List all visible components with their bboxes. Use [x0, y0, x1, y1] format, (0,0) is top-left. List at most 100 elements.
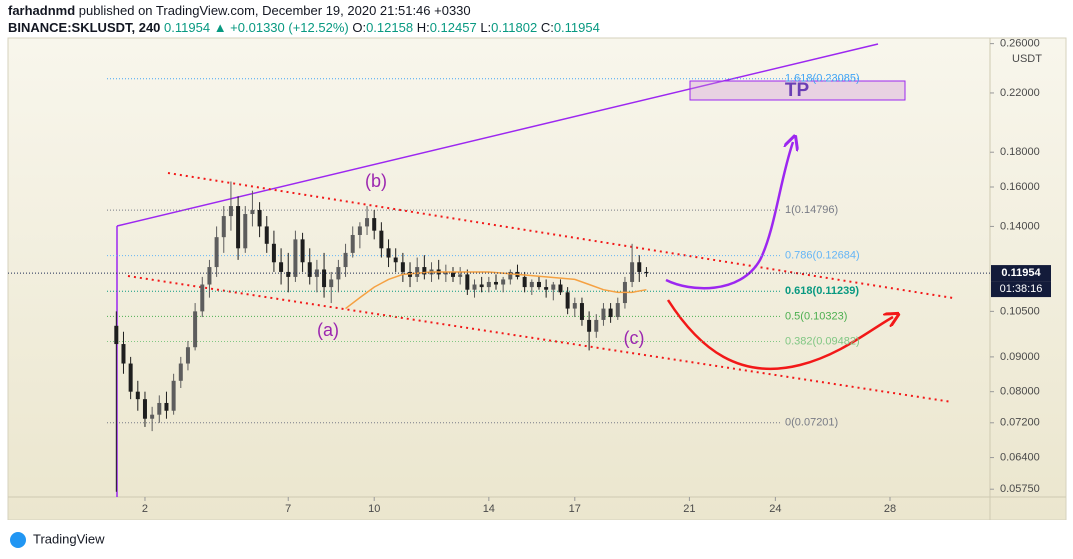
candle-body: [121, 344, 126, 364]
ohlc-key: L:: [480, 20, 491, 35]
candle-body: [465, 274, 470, 290]
candle-body: [357, 226, 362, 235]
candle-body: [644, 271, 649, 274]
candle-body: [400, 262, 405, 272]
candle-body: [322, 269, 327, 288]
candle-body: [214, 237, 219, 268]
candle-body: [422, 267, 427, 275]
candle-body: [142, 399, 147, 419]
candle-body: [451, 271, 456, 277]
candle-body: [243, 214, 248, 249]
candle-body: [314, 269, 319, 277]
trendline-lower: [127, 275, 953, 403]
candle-body: [293, 239, 298, 277]
candle-body: [565, 292, 570, 309]
candle-body: [637, 262, 642, 272]
y-tick-label: 0.26000: [1000, 38, 1040, 50]
author: farhadnmd: [8, 3, 75, 18]
candle-body: [114, 325, 119, 345]
tp-label: TP: [785, 80, 810, 101]
y-tick-label: 0.06400: [1000, 451, 1040, 463]
x-tick-label: 7: [285, 503, 291, 515]
candle-body: [372, 218, 377, 231]
header-line-2: BINANCE:SKLUSDT, 240 0.11954 ▲ +0.01330 …: [8, 20, 600, 35]
candle-body: [150, 414, 155, 419]
price: 0.11954: [164, 20, 210, 35]
candle-body: [594, 319, 599, 332]
candle-body: [178, 363, 183, 381]
currency: USDT: [1012, 53, 1042, 65]
candle-body: [329, 279, 334, 288]
change: ▲ +0.01330 (+12.52%): [214, 20, 349, 35]
candle-body: [365, 218, 370, 227]
candle-body: [493, 281, 498, 285]
candle-body: [286, 271, 291, 277]
candle-body: [393, 257, 398, 263]
candle-body: [551, 284, 556, 290]
candle-body: [207, 267, 212, 285]
candle-body: [443, 271, 448, 275]
candle-body: [200, 284, 205, 312]
fib-label: 1.618(0.23085): [785, 73, 860, 85]
candle-body: [307, 262, 312, 277]
fib-label: 0(0.07201): [785, 417, 838, 429]
y-tick-label: 0.09000: [1000, 351, 1040, 363]
candle-body: [343, 252, 348, 268]
x-tick-label: 24: [769, 503, 781, 515]
ohlc-value: 0.12457: [430, 20, 477, 35]
footer-brand: TradingView: [33, 531, 105, 546]
ohlc-value: 0.12158: [366, 20, 413, 35]
trendline-upper: [167, 172, 954, 299]
x-tick-label: 17: [569, 503, 581, 515]
wave-b: (b): [365, 171, 387, 191]
candle-body: [300, 239, 305, 263]
candle-body: [458, 274, 463, 277]
candle-body: [572, 303, 577, 309]
candle-body: [386, 248, 391, 258]
wave-a: (a): [317, 320, 339, 340]
candle-body: [279, 262, 284, 272]
candle-body: [135, 391, 140, 400]
y-tick-label: 0.08000: [1000, 386, 1040, 398]
candle-body: [221, 216, 226, 238]
ohlc-value: 0.11954: [554, 20, 600, 35]
logo-icon: [10, 532, 26, 548]
symbol: BINANCE:SKLUSDT, 240: [8, 20, 160, 35]
candle-body: [128, 363, 133, 392]
candle-body: [579, 303, 584, 320]
candle-body: [228, 206, 233, 217]
candle-body: [587, 319, 592, 332]
bullish-arrow: [665, 142, 793, 290]
ohlc-key: C:: [541, 20, 554, 35]
ohlc-key: O:: [352, 20, 366, 35]
candle-body: [193, 311, 198, 348]
x-tick-label: 14: [483, 503, 495, 515]
fib-label: 1(0.14796): [785, 204, 838, 216]
candle-body: [185, 347, 190, 364]
candle-body: [350, 234, 355, 253]
candle-body: [164, 402, 169, 411]
chart-background: [7, 37, 1067, 521]
candle-body: [264, 226, 269, 244]
footer: [0, 520, 1073, 559]
y-tick-label: 0.07200: [1000, 417, 1040, 429]
candle-body: [171, 380, 176, 411]
ohlc-value: 0.11802: [491, 20, 537, 35]
header-line-1: farhadnmd published on TradingView.com, …: [8, 3, 471, 18]
y-tick-label: 0.22000: [1000, 87, 1040, 99]
x-tick-label: 21: [683, 503, 695, 515]
candle-body: [250, 210, 255, 215]
x-tick-label: 28: [884, 503, 896, 515]
candle-body: [236, 206, 241, 249]
x-tick-label: 2: [142, 503, 148, 515]
price-tag-label: 0.11954: [1001, 267, 1041, 279]
candle-body: [486, 281, 491, 288]
candle-body: [271, 243, 276, 263]
candle-body: [479, 284, 484, 288]
candle-body: [472, 284, 477, 290]
y-tick-label: 0.16000: [1000, 181, 1040, 193]
candle-body: [379, 230, 384, 249]
ohlc-key: H:: [417, 20, 430, 35]
countdown-tag: [991, 281, 1051, 298]
